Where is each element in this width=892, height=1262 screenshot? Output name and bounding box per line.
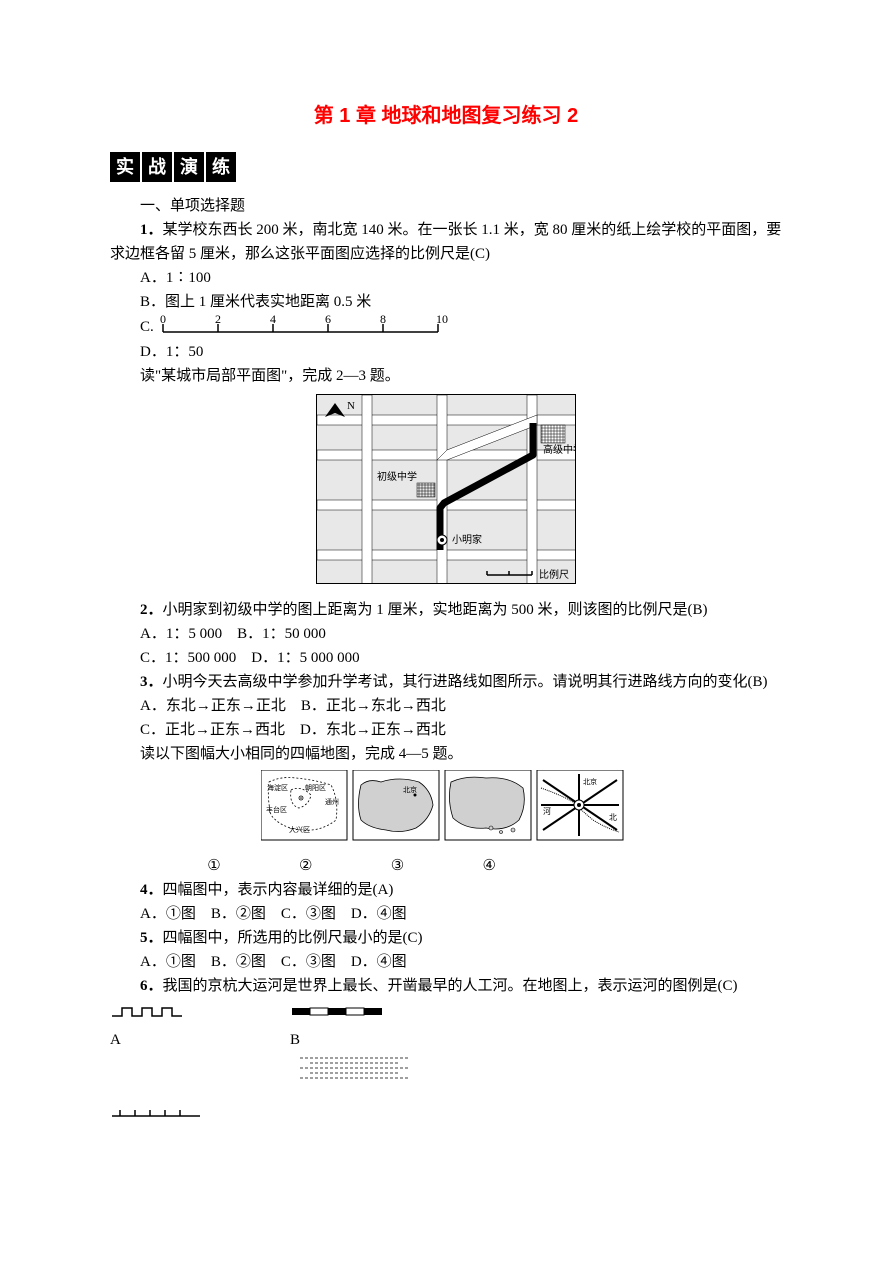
question-1: 1．某学校东西长 200 米，南北宽 140 米。在一张长 1.1 米，宽 80…	[110, 218, 782, 266]
map4-label-a: 北京	[583, 777, 597, 786]
chapter-title: 第 1 章 地球和地图复习练习 2	[110, 100, 782, 132]
svg-text:10米: 10米	[436, 314, 448, 326]
svg-text:6: 6	[325, 314, 331, 326]
map-label-4: ④	[445, 854, 533, 878]
question-6: 6．我国的京杭大运河是世界上最长、开凿最早的人工河。在地图上，表示运河的图例是(…	[110, 974, 782, 998]
badge-1: 实	[110, 152, 140, 182]
map1-label-e: 通州	[325, 797, 339, 806]
q3-option-cd: C．正北→正东→西北 D．东北→正东→西北	[110, 718, 782, 742]
map1-label-c: 丰台区	[266, 805, 287, 814]
map-label-2: ②	[262, 854, 350, 878]
map2-label: 北京	[403, 785, 417, 794]
legend-c	[110, 1104, 290, 1128]
q5-options: A．①图 B．②图 C．③图 D．④图	[110, 950, 782, 974]
q1-option-c: C. 0 2 4 6 8 10米	[140, 314, 782, 340]
svg-text:高级中学: 高级中学	[543, 443, 576, 456]
intro-2-3: 读"某城市局部平面图"，完成 2—3 题。	[110, 364, 782, 388]
question-2: 2．小明家到初级中学的图上距离为 1 厘米，实地距离为 500 米，则该图的比例…	[110, 598, 782, 622]
q4-number: 4．	[140, 882, 163, 898]
legend-b: B	[290, 1004, 470, 1092]
badge-4: 练	[206, 152, 236, 182]
q1-option-d: D．1：50	[110, 340, 782, 364]
map-label-3: ③	[354, 854, 442, 878]
legend-c-icon	[110, 1106, 210, 1120]
svg-text:2: 2	[215, 314, 221, 326]
q3-body: 小明今天去高级中学参加升学考试，其行进路线如图所示。请说明其行进路线方向的变化(…	[163, 674, 768, 690]
q4-body: 四幅图中，表示内容最详细的是(A)	[163, 882, 394, 898]
map1-label-a: 海淀区	[267, 783, 288, 792]
section-1-heading: 一、单项选择题	[110, 194, 782, 218]
svg-text:小明家: 小明家	[452, 533, 482, 546]
legend-a-label: A	[110, 1028, 290, 1052]
q5-body: 四幅图中，所选用的比例尺最小的是(C)	[163, 930, 423, 946]
svg-text:8: 8	[380, 314, 386, 326]
four-maps-labels: ① ② ③ ④	[170, 854, 782, 878]
intro-4-5: 读以下图幅大小相同的四幅地图，完成 4—5 题。	[110, 742, 782, 766]
question-4: 4．四幅图中，表示内容最详细的是(A)	[110, 878, 782, 902]
scale-bar-icon: 0 2 4 6 8 10米	[158, 314, 448, 340]
q2-body: 小明家到初级中学的图上距离为 1 厘米，实地距离为 500 米，则该图的比例尺是…	[163, 602, 708, 618]
badge-2: 战	[142, 152, 172, 182]
four-maps-figure: 海淀区 朝阳区 丰台区 大兴区 通州 北京 北京 河 北	[110, 770, 782, 850]
q3-option-ab: A．东北→正东→正北 B．正北→东北→西北	[110, 694, 782, 718]
svg-text:0: 0	[160, 314, 166, 326]
q1-number: 1．	[140, 222, 163, 238]
exercise-badge: 实战演练	[110, 152, 782, 182]
badge-3: 演	[174, 152, 204, 182]
city-map-figure: N 高级中学 初级中学 小明家 比例尺	[110, 394, 782, 592]
map4-label-b: 河	[543, 806, 551, 816]
q2-option-ab: A．1：5 000 B．1：50 000	[110, 622, 782, 646]
svg-text:比例尺: 比例尺	[539, 568, 569, 581]
map1-label-d: 大兴区	[289, 825, 310, 834]
question-3: 3．小明今天去高级中学参加升学考试，其行进路线如图所示。请说明其行进路线方向的变…	[110, 670, 782, 694]
svg-text:初级中学: 初级中学	[377, 470, 417, 483]
map-label-1: ①	[170, 854, 258, 878]
legend-row-1: A B	[110, 1004, 782, 1092]
svg-text:N: N	[347, 400, 355, 412]
q2-number: 2．	[140, 602, 163, 618]
q6-body: 我国的京杭大运河是世界上最长、开凿最早的人工河。在地图上，表示运河的图例是(C)	[163, 978, 738, 994]
q1-option-a: A．1∶100	[110, 266, 782, 290]
legend-b-icon	[290, 1004, 390, 1020]
q2-option-cd: C．1：500 000 D．1：5 000 000	[110, 646, 782, 670]
map1-label-b: 朝阳区	[305, 783, 326, 792]
svg-text:4: 4	[270, 314, 276, 326]
q5-number: 5．	[140, 930, 163, 946]
legend-a: A	[110, 1004, 290, 1092]
four-maps-icon: 海淀区 朝阳区 丰台区 大兴区 通州 北京 北京 河 北	[261, 770, 631, 842]
q1-c-prefix: C.	[140, 315, 154, 339]
legend-b-label: B	[290, 1028, 470, 1052]
city-map-icon: N 高级中学 初级中学 小明家 比例尺	[316, 394, 576, 584]
q4-options: A．①图 B．②图 C．③图 D．④图	[110, 902, 782, 926]
legend-b-lines-icon	[290, 1054, 420, 1084]
question-5: 5．四幅图中，所选用的比例尺最小的是(C)	[110, 926, 782, 950]
q1-option-b: B．图上 1 厘米代表实地距离 0.5 米	[110, 290, 782, 314]
q3-number: 3．	[140, 674, 163, 690]
q1-body: 某学校东西长 200 米，南北宽 140 米。在一张长 1.1 米，宽 80 厘…	[110, 222, 781, 262]
map4-label-c: 北	[609, 813, 617, 822]
legend-row-2	[110, 1104, 782, 1128]
q6-number: 6．	[140, 978, 163, 994]
legend-a-icon	[110, 1004, 210, 1020]
